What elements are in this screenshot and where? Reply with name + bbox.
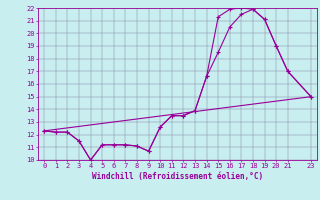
X-axis label: Windchill (Refroidissement éolien,°C): Windchill (Refroidissement éolien,°C) bbox=[92, 172, 263, 181]
